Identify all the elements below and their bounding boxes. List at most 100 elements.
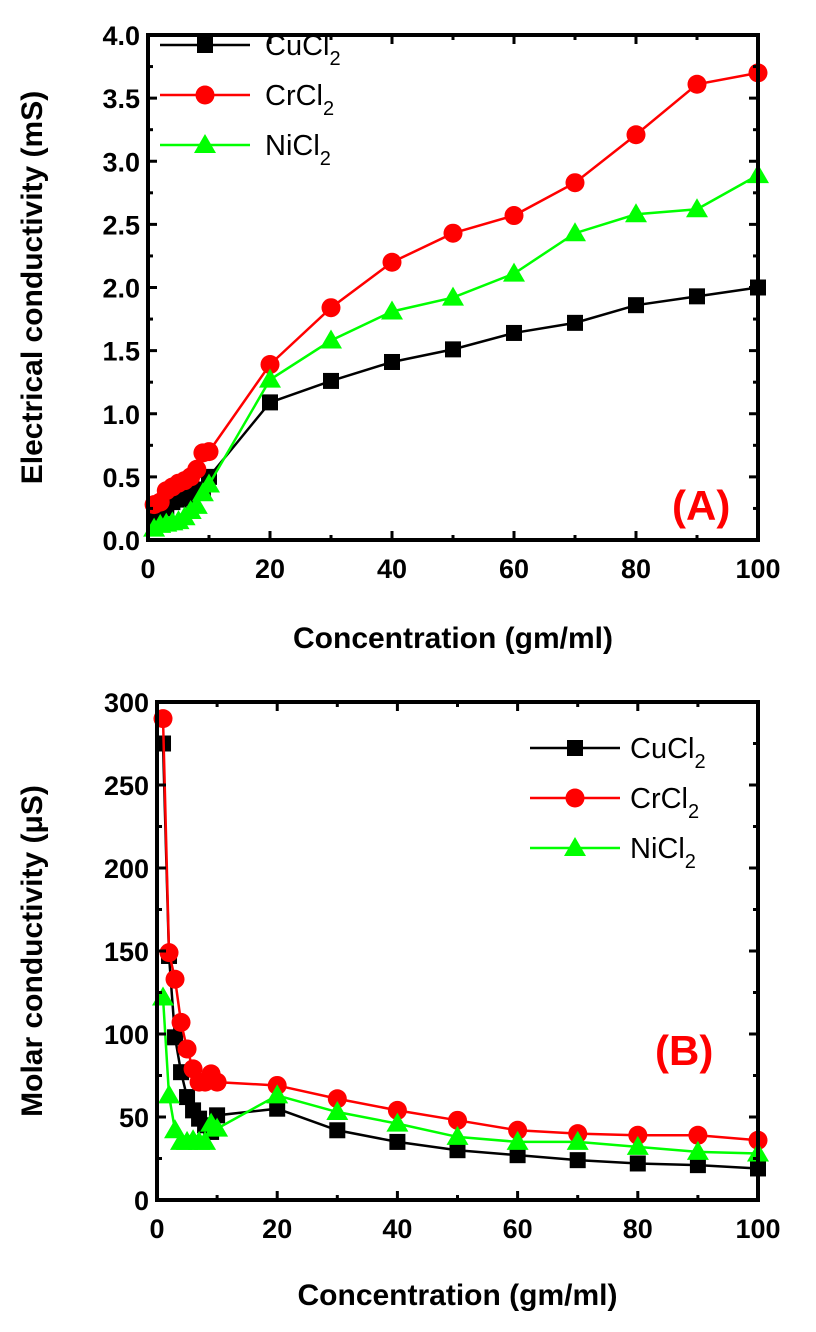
data-point bbox=[177, 1039, 197, 1059]
data-point bbox=[687, 74, 707, 94]
legend: CuCl2 CrCl2 NiCl2 bbox=[160, 30, 341, 170]
legend-item: CrCl2 bbox=[530, 783, 699, 823]
x-tick-label: 80 bbox=[621, 554, 651, 584]
data-point bbox=[565, 173, 585, 193]
data-point bbox=[326, 1101, 349, 1121]
x-tick-label: 60 bbox=[499, 554, 529, 584]
data-point bbox=[194, 1130, 217, 1150]
legend-marker bbox=[197, 37, 213, 53]
panel-label: (A) bbox=[672, 482, 730, 529]
legend-label-subscript: 2 bbox=[329, 48, 340, 70]
chart-b: 0 20 40 60 80 100 0 50 100 150 200 250 300 Concentrat… bbox=[16, 688, 781, 1312]
data-point bbox=[567, 314, 583, 331]
data-point bbox=[165, 969, 185, 989]
y-tick-label: 3.5 bbox=[102, 84, 140, 114]
x-tick-label: 100 bbox=[735, 554, 780, 584]
panel-label: (B) bbox=[655, 1027, 713, 1074]
legend-label-subscript: 2 bbox=[685, 851, 696, 873]
data-point bbox=[626, 125, 646, 145]
data-point bbox=[564, 222, 586, 242]
data-point bbox=[329, 1122, 346, 1139]
data-point bbox=[171, 1012, 191, 1032]
data-point bbox=[442, 286, 464, 306]
data-point bbox=[159, 943, 179, 963]
y-tick-label: 300 bbox=[104, 688, 149, 718]
data-point bbox=[689, 1157, 706, 1174]
data-point bbox=[207, 1072, 227, 1092]
legend-label-subscript: 2 bbox=[694, 751, 705, 773]
y-tick-label: 2.0 bbox=[102, 274, 140, 304]
data-point bbox=[179, 1089, 196, 1106]
legend-marker bbox=[567, 740, 583, 756]
legend-label: CrCl2 bbox=[630, 783, 699, 823]
series-line bbox=[161, 718, 759, 1142]
data-point bbox=[688, 1125, 708, 1145]
y-axis-label: Electrical conductivity (mS) bbox=[16, 91, 49, 484]
series-line bbox=[153, 286, 759, 522]
data-point bbox=[506, 1130, 529, 1150]
data-point bbox=[259, 368, 281, 388]
x-axis-label: Concentration (gm/ml) bbox=[293, 622, 613, 655]
legend-label: NiCl2 bbox=[630, 833, 696, 873]
legend-label: CuCl2 bbox=[265, 30, 341, 70]
data-point bbox=[386, 1112, 409, 1132]
data-point bbox=[443, 223, 463, 243]
legend-marker bbox=[564, 837, 586, 856]
x-tick-label: 40 bbox=[382, 1214, 412, 1244]
y-tick-label: 0 bbox=[134, 1186, 149, 1216]
data-point bbox=[566, 1130, 589, 1150]
legend-marker bbox=[195, 85, 215, 105]
y-tick-label: 150 bbox=[104, 937, 149, 967]
data-point bbox=[689, 288, 705, 305]
y-tick-label: 2.5 bbox=[102, 210, 140, 240]
y-tick-label: 200 bbox=[104, 854, 149, 884]
data-point bbox=[503, 262, 525, 282]
legend-label: CrCl2 bbox=[265, 80, 334, 120]
data-point bbox=[626, 1135, 649, 1155]
data-point bbox=[269, 1100, 286, 1117]
y-tick-label: 0.0 bbox=[102, 526, 140, 556]
data-point bbox=[382, 252, 402, 272]
series-nicl2 bbox=[143, 164, 769, 537]
data-point bbox=[262, 394, 278, 411]
data-point bbox=[506, 324, 522, 341]
data-point bbox=[327, 1089, 347, 1109]
legend-item: CuCl2 bbox=[160, 30, 341, 70]
series-crcl2 bbox=[144, 63, 768, 515]
data-point bbox=[320, 329, 342, 349]
data-point bbox=[381, 300, 403, 320]
data-point bbox=[628, 297, 644, 314]
data-point bbox=[569, 1152, 586, 1169]
data-point bbox=[185, 494, 208, 514]
legend-label-subscript: 2 bbox=[323, 98, 334, 120]
data-point bbox=[187, 459, 207, 479]
chart-a: 0 20 40 60 80 100 0.0 0.5 1.0 1.5 2.0 2.5 3.0 3.5 4.0 C… bbox=[16, 21, 781, 655]
legend-item: CuCl2 bbox=[530, 733, 706, 773]
x-axis-label: Concentration (gm/ml) bbox=[298, 1279, 618, 1312]
y-tick-label: 0.5 bbox=[102, 463, 140, 493]
data-point bbox=[628, 1125, 648, 1145]
data-point bbox=[199, 442, 219, 462]
y-tick-label: 1.5 bbox=[102, 337, 140, 367]
legend-item: CrCl2 bbox=[160, 80, 334, 120]
data-point bbox=[445, 341, 461, 358]
data-point bbox=[389, 1133, 406, 1150]
data-point bbox=[449, 1142, 466, 1159]
legend-item: NiCl2 bbox=[530, 833, 696, 873]
x-tick-label: 40 bbox=[377, 554, 407, 584]
data-point bbox=[625, 203, 647, 223]
x-tick-label: 80 bbox=[623, 1214, 653, 1244]
y-tick-label: 4.0 bbox=[102, 21, 140, 51]
x-tick-label: 100 bbox=[735, 1214, 780, 1244]
data-point bbox=[509, 1147, 526, 1164]
legend-label: CuCl2 bbox=[630, 733, 706, 773]
legend-label: NiCl2 bbox=[265, 130, 331, 170]
data-point bbox=[321, 298, 341, 318]
data-point bbox=[504, 206, 524, 226]
y-tick-label: 1.0 bbox=[102, 400, 140, 430]
data-point bbox=[446, 1125, 469, 1145]
data-point bbox=[206, 1117, 229, 1137]
legend: CuCl2 CrCl2 NiCl2 bbox=[530, 733, 706, 873]
data-point bbox=[686, 198, 708, 218]
data-point bbox=[323, 372, 339, 389]
